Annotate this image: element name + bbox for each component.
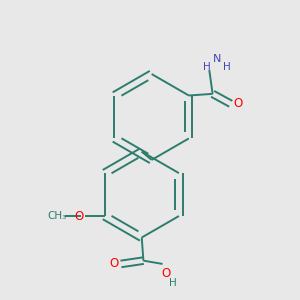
Text: N: N (212, 54, 221, 64)
Text: O: O (109, 257, 118, 270)
Text: H: H (223, 62, 230, 72)
Text: H: H (169, 278, 176, 288)
Text: O: O (161, 267, 170, 280)
Text: O: O (75, 209, 84, 223)
Text: O: O (233, 97, 243, 110)
Text: CH₃: CH₃ (47, 211, 66, 221)
Text: H: H (203, 62, 211, 72)
